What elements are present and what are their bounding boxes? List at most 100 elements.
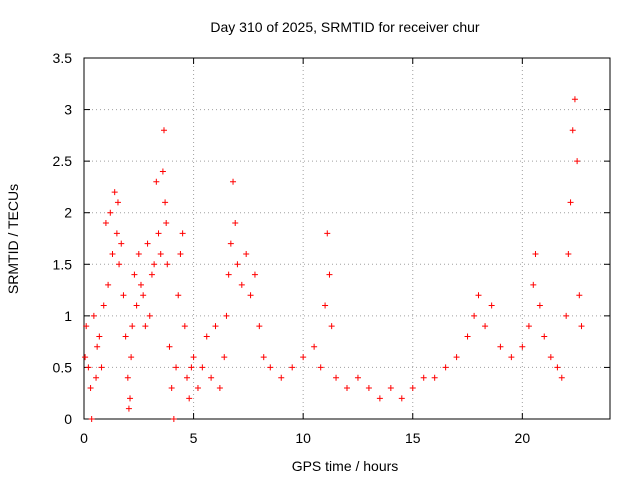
data-point xyxy=(175,292,182,299)
data-point xyxy=(166,343,173,350)
data-point xyxy=(199,364,206,371)
data-point xyxy=(344,385,350,392)
data-point xyxy=(102,220,109,227)
data-point xyxy=(267,364,274,371)
data-point xyxy=(125,405,132,412)
data-point xyxy=(142,323,149,330)
data-point xyxy=(431,374,438,381)
data-point xyxy=(300,354,307,361)
data-point xyxy=(232,220,239,227)
data-point xyxy=(160,127,167,134)
data-point xyxy=(94,343,101,350)
data-point xyxy=(159,168,166,175)
data-point xyxy=(420,374,427,381)
data-point xyxy=(354,374,361,381)
data-point xyxy=(530,281,537,288)
data-point xyxy=(116,261,123,268)
data-point xyxy=(100,302,107,309)
data-point xyxy=(163,220,170,227)
data-point xyxy=(173,364,180,371)
data-point xyxy=(129,323,136,330)
data-point xyxy=(519,343,526,350)
data-point xyxy=(227,240,234,247)
data-point xyxy=(442,364,449,371)
data-point xyxy=(162,199,169,206)
data-point xyxy=(398,395,405,402)
y-tick-label: 0 xyxy=(64,411,72,427)
y-tick-label: 3 xyxy=(64,102,72,118)
data-point xyxy=(107,209,114,216)
data-point xyxy=(482,323,489,330)
y-tick-label: 1 xyxy=(64,308,72,324)
y-tick-label: 2 xyxy=(64,205,72,221)
data-point xyxy=(114,199,121,206)
data-point xyxy=(188,364,195,371)
x-tick-label: 5 xyxy=(190,430,198,446)
data-point xyxy=(567,199,574,206)
x-tick-label: 0 xyxy=(80,430,88,446)
data-point xyxy=(144,240,151,247)
data-point xyxy=(151,261,158,268)
y-tick-label: 2.5 xyxy=(53,153,73,169)
data-point xyxy=(221,354,228,361)
data-point xyxy=(157,250,164,257)
data-point xyxy=(565,250,572,257)
data-point xyxy=(122,333,129,340)
data-point xyxy=(409,385,416,392)
x-axis-label: GPS time / hours xyxy=(292,458,399,474)
data-point xyxy=(311,343,318,350)
data-point xyxy=(137,281,144,288)
data-point xyxy=(278,374,285,381)
data-point xyxy=(525,323,532,330)
data-point xyxy=(203,333,210,340)
data-point xyxy=(109,250,116,257)
data-point xyxy=(90,312,97,319)
data-point xyxy=(563,312,570,319)
data-point xyxy=(93,374,100,381)
data-point xyxy=(212,323,219,330)
data-point xyxy=(243,250,250,257)
data-point xyxy=(475,292,482,299)
data-point xyxy=(181,323,188,330)
data-point xyxy=(140,292,147,299)
data-point xyxy=(576,292,583,299)
data-point xyxy=(541,333,548,340)
data-point xyxy=(88,416,95,422)
chart-title: Day 310 of 2025, SRMTID for receiver chu… xyxy=(210,19,480,35)
y-tick-label: 3.5 xyxy=(53,50,73,66)
data-point xyxy=(497,343,504,350)
plot-frame xyxy=(83,57,611,420)
data-point xyxy=(578,323,585,330)
data-point xyxy=(164,261,171,268)
data-point xyxy=(135,250,142,257)
data-point xyxy=(571,96,578,103)
data-point xyxy=(194,385,201,392)
data-point xyxy=(569,127,576,134)
data-point xyxy=(247,292,254,299)
x-tick-label: 10 xyxy=(295,430,311,446)
data-point xyxy=(148,271,155,278)
data-points xyxy=(82,96,585,422)
data-point xyxy=(251,271,258,278)
data-point xyxy=(190,354,197,361)
data-point xyxy=(574,158,581,165)
data-point xyxy=(238,281,245,288)
data-point xyxy=(230,178,237,185)
data-point xyxy=(124,374,131,381)
data-point xyxy=(328,323,335,330)
data-point xyxy=(260,354,267,361)
data-point xyxy=(85,364,92,371)
data-point xyxy=(536,302,543,309)
data-point xyxy=(464,333,471,340)
data-point xyxy=(289,364,296,371)
x-tick-label: 15 xyxy=(405,430,421,446)
data-point xyxy=(87,385,94,392)
data-point xyxy=(168,385,175,392)
data-point xyxy=(118,240,125,247)
data-point xyxy=(326,271,333,278)
data-point xyxy=(83,323,90,330)
data-point xyxy=(131,271,138,278)
data-point xyxy=(547,354,554,361)
data-point xyxy=(508,354,515,361)
data-point xyxy=(184,374,191,381)
